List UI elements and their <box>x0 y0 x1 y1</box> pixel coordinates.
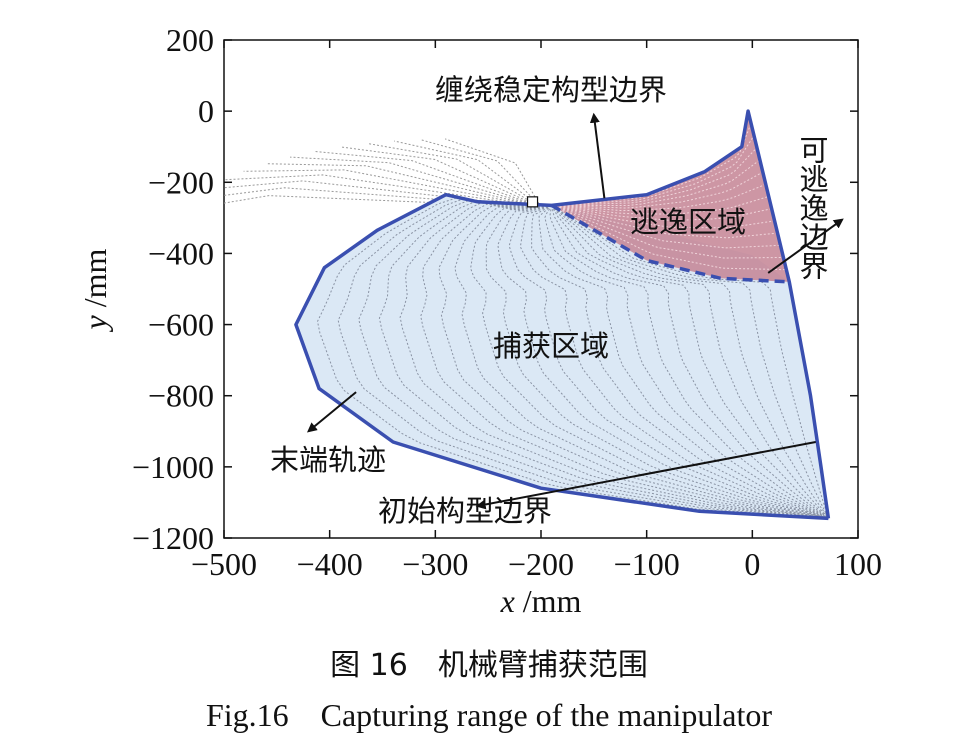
x-tick-label: −100 <box>614 546 680 582</box>
escape-contour-line <box>551 204 778 239</box>
y-axis-title: y /mm <box>77 248 113 332</box>
arm-link <box>419 139 542 208</box>
manipulator-arm-sketch <box>224 138 542 208</box>
capture-contour-line <box>544 205 829 519</box>
capture-contour-line <box>538 205 829 519</box>
figure-caption-english: Fig.16 Capturing range of the manipulato… <box>205 697 773 733</box>
arm-link <box>289 156 542 208</box>
figure-caption-chinese: 图 16 机械臂捕获范围 <box>330 648 648 683</box>
annotation-winding-boundary-label: 缠绕稳定构型边界 <box>435 73 667 107</box>
joint-marker <box>526 196 539 208</box>
capture-contour-line <box>551 205 829 519</box>
x-tick-label: −500 <box>191 546 257 582</box>
contour-lines <box>316 123 829 519</box>
escape-contour-line <box>551 196 769 215</box>
annotation-initial-boundary-label: 初始构型边界 <box>378 494 552 528</box>
annotation-escape-boundary-arrow <box>767 218 844 274</box>
x-tick-label: −300 <box>402 546 468 582</box>
y-tick-label: −800 <box>148 378 214 414</box>
capture-contour-line <box>316 196 829 519</box>
capture-contour-line <box>551 204 829 519</box>
escape-contour-line <box>551 204 784 259</box>
annotation-capture-region-label: 捕获区域 <box>493 329 609 363</box>
arm-link <box>341 146 542 208</box>
annotation-escape-boundary-label: 可逃逸边界 <box>795 135 829 280</box>
arm-link <box>393 140 542 208</box>
arm-link <box>243 169 542 208</box>
capture-contour-line <box>549 205 829 519</box>
escape-contour-line <box>551 147 758 206</box>
axis-ticks: −500 −400 −300 −200 −100 0 1002000−200−400−600… <box>132 22 882 582</box>
escape-contour-line <box>551 135 755 206</box>
y-tick-label: −200 <box>148 164 214 200</box>
arm-link <box>444 138 542 208</box>
capture-contour-line <box>531 204 829 519</box>
capture-contour-line <box>420 203 829 519</box>
capture-contour-line <box>551 205 829 519</box>
y-tick-label: −400 <box>148 235 214 271</box>
y-tick-label: 200 <box>166 22 214 58</box>
capture-contour-line <box>378 200 829 519</box>
escape-contour-line <box>551 204 772 221</box>
x-tick-label: 100 <box>834 546 882 582</box>
boundaries <box>294 109 831 521</box>
capture-contour-line <box>337 198 829 519</box>
capture-contour-line <box>508 204 829 519</box>
annotation-escape-region-label: 逃逸区域 <box>630 205 746 239</box>
annotation-end-trajectory-arrow <box>306 391 357 433</box>
escape-contour-line <box>551 204 775 229</box>
annotation-end-trajectory-label: 末端轨迹 <box>270 443 386 477</box>
arm-link <box>315 151 542 208</box>
escape-boundary-dashed-line <box>550 203 790 284</box>
arm-link <box>367 143 542 208</box>
annotation-initial-boundary-arrow <box>475 440 816 510</box>
capture-contour-line <box>470 204 829 519</box>
capture-contour-line <box>438 204 829 519</box>
capture-contour-line <box>497 204 829 519</box>
y-tick-label: −1200 <box>132 520 214 556</box>
end-trajectory-line <box>294 109 831 521</box>
arm-link <box>224 180 542 208</box>
capture-contour-line <box>551 205 829 519</box>
capture-contour-line <box>551 204 829 519</box>
escape-contour-line <box>551 171 764 209</box>
y-tick-label: 0 <box>198 93 214 129</box>
x-tick-label: 0 <box>744 546 760 582</box>
x-tick-label: −400 <box>297 546 363 582</box>
y-tick-label: −600 <box>148 307 214 343</box>
escape-contour-line <box>551 204 787 271</box>
x-axis-title: x /mm <box>500 583 582 619</box>
escape-contour-line <box>551 204 781 249</box>
capture-contour-line <box>358 199 829 519</box>
x-tick-label: −200 <box>508 546 574 582</box>
y-tick-label: −1000 <box>132 449 214 485</box>
capture-contour-line <box>519 204 829 519</box>
annotation-winding-boundary-arrow <box>589 112 606 199</box>
arm-link <box>224 195 542 208</box>
capture-contour-line <box>399 202 829 519</box>
escape-contour-line <box>551 183 766 212</box>
capture-range-chart: −500 −400 −300 −200 −100 0 1002000−200−400−600… <box>77 22 882 619</box>
arm-link <box>224 174 542 208</box>
